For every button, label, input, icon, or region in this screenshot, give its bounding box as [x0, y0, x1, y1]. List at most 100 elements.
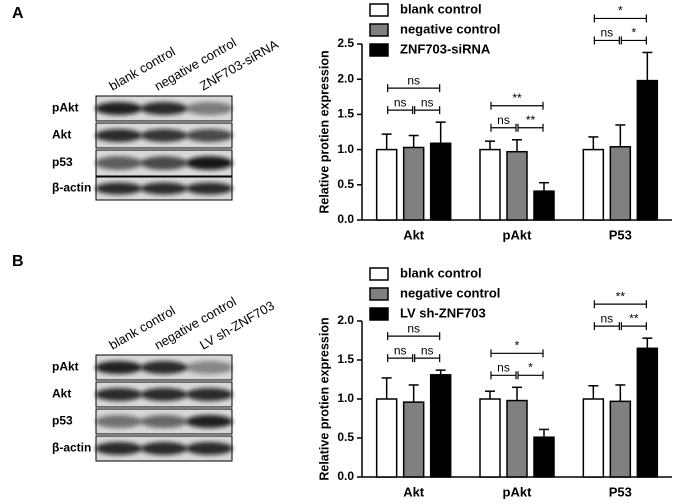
legend-label: blank control [400, 265, 482, 280]
y-tick-label: 2.5 [337, 36, 354, 50]
bar [402, 401, 425, 478]
blot-band [185, 388, 233, 401]
bar [429, 374, 452, 478]
sig-label: ** [629, 311, 639, 325]
bar [609, 400, 632, 478]
y-tick-label: 1.0 [337, 142, 354, 156]
blot-row-label: p53 [52, 155, 73, 169]
y-tick-label: 1.5 [337, 107, 354, 121]
panel-label: A [12, 5, 24, 22]
x-tick-label: pAkt [503, 484, 533, 499]
blot-band [185, 102, 233, 115]
blot-column-label: ZNF703-siRNA [197, 36, 281, 93]
bar [479, 148, 501, 221]
bar [533, 436, 555, 478]
sig-label: * [618, 4, 623, 18]
y-tick-label: 0.0 [337, 469, 354, 483]
blot-band [140, 442, 188, 455]
blot-row-label: Akt [52, 128, 71, 142]
sig-label: ** [512, 91, 522, 105]
blot-band [140, 102, 188, 115]
blot-band [185, 415, 233, 428]
blot-band [140, 156, 188, 170]
bar [479, 398, 501, 478]
blot-band [140, 361, 188, 374]
sig-label: ns [600, 26, 613, 40]
panel-label: B [12, 253, 24, 270]
legend-label: LV sh-ZNF703 [400, 305, 486, 320]
blot-band [95, 361, 143, 374]
sig-label: ns [421, 343, 434, 357]
bar [636, 79, 659, 221]
blot-row-label: β-actin [52, 441, 91, 455]
sig-label: ns [600, 311, 613, 325]
blot-band [95, 156, 143, 170]
x-tick-label: pAkt [503, 227, 533, 242]
legend-swatch [369, 267, 389, 281]
bar [375, 398, 398, 478]
bar [402, 146, 425, 221]
blot-band [140, 388, 188, 401]
x-tick-label: Akt [403, 227, 425, 242]
blot-band [95, 102, 143, 115]
sig-label: ns [497, 360, 510, 374]
x-tick-label: Akt [403, 484, 425, 499]
y-tick-label: 0.0 [337, 212, 354, 226]
legend-swatch [369, 43, 389, 57]
y-tick-label: 0.5 [337, 177, 354, 191]
y-tick-label: 2.0 [337, 71, 354, 85]
sig-label: ** [526, 113, 536, 127]
legend-swatch [369, 3, 389, 17]
blot-band [95, 182, 143, 195]
bar [636, 347, 659, 478]
bar [375, 148, 398, 221]
bar [506, 399, 528, 478]
blot-row-label: pAkt [52, 360, 79, 374]
blot-band [185, 361, 233, 374]
sig-label: ns [497, 113, 510, 127]
y-axis-title: Relative protien expression [317, 317, 331, 480]
blot-band [185, 156, 233, 170]
sig-label: * [631, 26, 636, 40]
blot-band [95, 129, 143, 142]
blot-band [185, 182, 233, 195]
sig-label: * [515, 338, 520, 352]
legend-label: negative control [400, 285, 500, 300]
bar [533, 190, 555, 221]
x-tick-label: P53 [609, 227, 632, 242]
blot-row-label: pAkt [52, 101, 79, 115]
y-axis-title: Relative protien expression [317, 50, 331, 213]
blot-band [185, 442, 233, 455]
blot-band [185, 129, 233, 142]
sig-label: * [528, 360, 533, 374]
y-tick-label: 2.0 [337, 313, 354, 327]
sig-label: ** [616, 289, 626, 303]
sig-label: ns [421, 95, 434, 109]
sig-label: ns [407, 321, 420, 335]
legend-swatch [369, 23, 389, 37]
sig-label: ns [394, 95, 407, 109]
y-tick-label: 1.0 [337, 391, 354, 405]
x-tick-label: P53 [609, 484, 632, 499]
bar [582, 398, 605, 478]
y-tick-label: 1.5 [337, 352, 354, 366]
legend-swatch [369, 287, 389, 301]
blot-band [140, 129, 188, 142]
bar [582, 148, 605, 221]
y-tick-label: 0.5 [337, 430, 354, 444]
legend-label: blank control [400, 1, 482, 16]
blot-row-label: p53 [52, 414, 73, 428]
legend-label: negative control [400, 21, 500, 36]
bar [609, 146, 632, 221]
legend-label: ZNF703-siRNA [400, 41, 491, 56]
blot-band [95, 388, 143, 401]
sig-label: ns [394, 343, 407, 357]
blot-row-label: Akt [52, 387, 71, 401]
blot-band [140, 182, 188, 195]
bar [429, 142, 452, 221]
blot-row-label: β-actin [52, 181, 91, 195]
bar [506, 150, 528, 221]
legend-swatch [369, 307, 389, 321]
blot-band [95, 442, 143, 455]
